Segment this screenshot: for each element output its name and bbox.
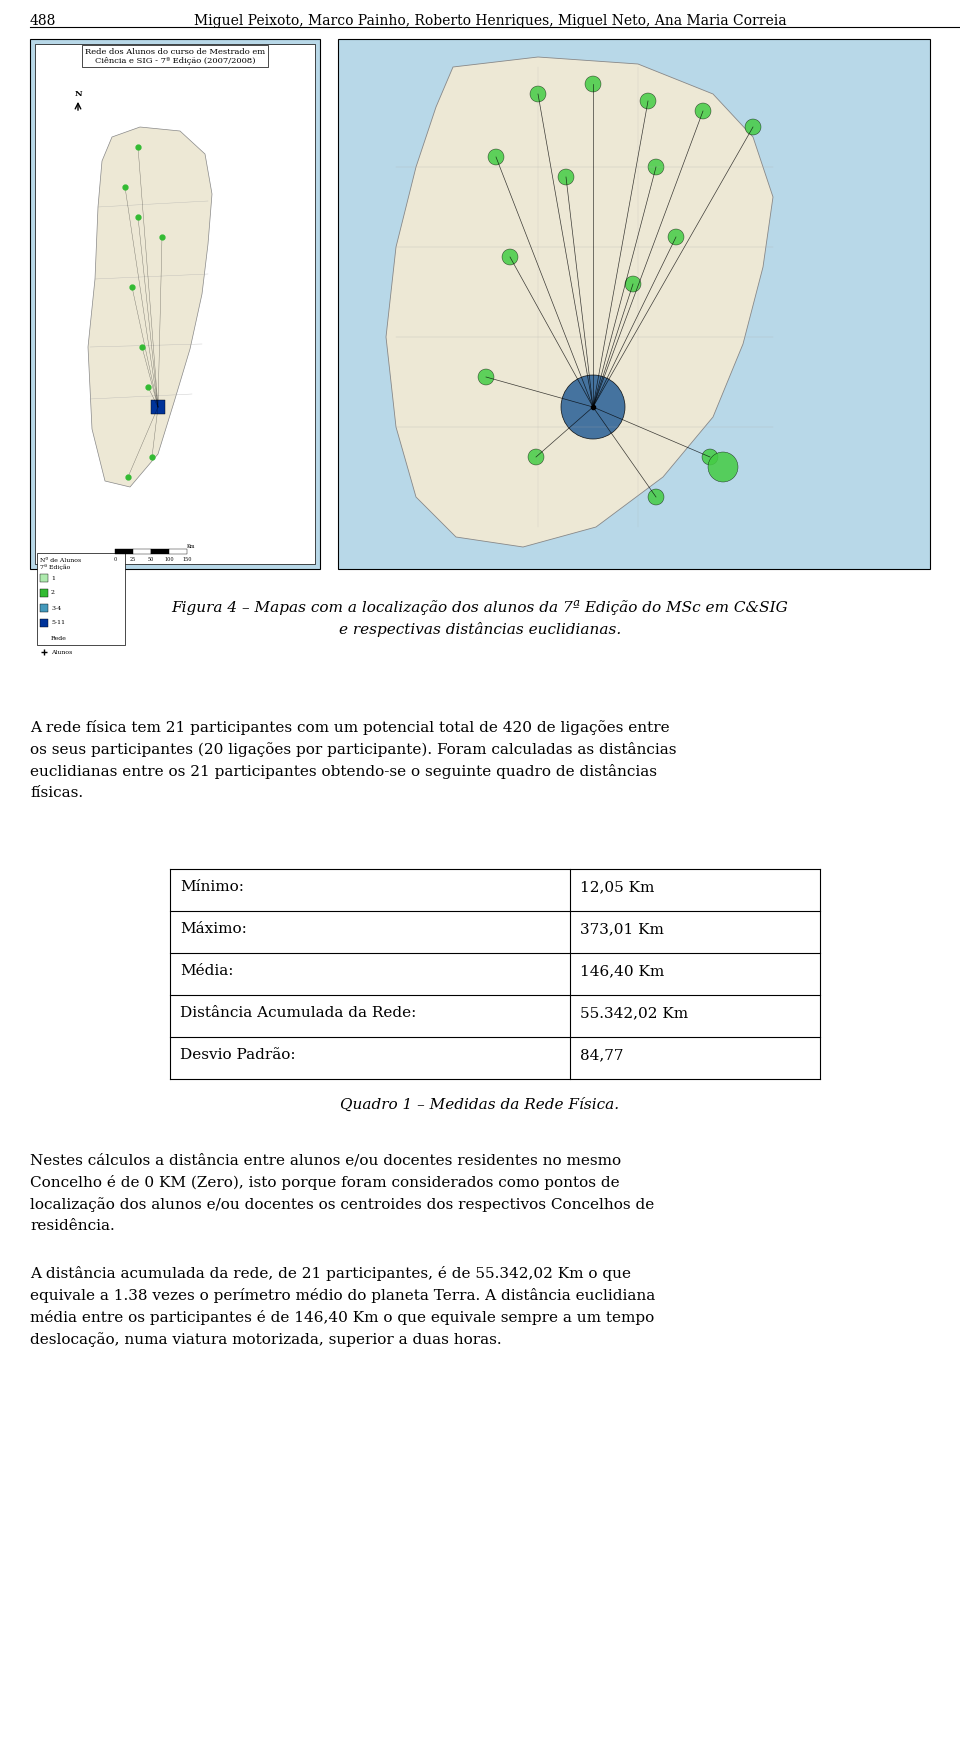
Bar (133, 550, 151, 555)
Text: 146,40 Km: 146,40 Km (580, 963, 664, 977)
Circle shape (585, 77, 601, 93)
Bar (40, 620, 48, 627)
Text: Figura 4 – Mapas com a localização dos alunos da 7ª Edição do MSc em C&SIG: Figura 4 – Mapas com a localização dos a… (172, 599, 788, 615)
Bar (169, 550, 187, 555)
Text: 488: 488 (30, 14, 57, 28)
Bar (151, 550, 169, 555)
Text: Km: Km (187, 543, 196, 548)
Bar (37, 553, 125, 645)
Circle shape (558, 170, 574, 186)
Text: média entre os participantes é de 146,40 Km o que equivale sempre a um tempo: média entre os participantes é de 146,40… (30, 1309, 655, 1325)
Text: Nestes cálculos a distância entre alunos e/ou docentes residentes no mesmo: Nestes cálculos a distância entre alunos… (30, 1153, 621, 1167)
Text: A rede física tem 21 participantes com um potencial total de 420 de ligações ent: A rede física tem 21 participantes com u… (30, 720, 670, 734)
Circle shape (708, 453, 738, 483)
Text: Rede: Rede (51, 634, 67, 640)
Circle shape (528, 450, 544, 466)
Circle shape (702, 450, 718, 466)
Bar (40, 590, 48, 597)
Text: 3-4: 3-4 (51, 604, 61, 610)
Text: Distância Acumulada da Rede:: Distância Acumulada da Rede: (180, 1005, 417, 1019)
Circle shape (668, 230, 684, 246)
Text: 373,01 Km: 373,01 Km (580, 921, 664, 935)
Text: Quadro 1 – Medidas da Rede Física.: Quadro 1 – Medidas da Rede Física. (341, 1098, 619, 1112)
Text: Miguel Peixoto, Marco Painho, Roberto Henriques, Miguel Neto, Ana Maria Correia: Miguel Peixoto, Marco Painho, Roberto He… (194, 14, 786, 28)
Text: deslocação, numa viatura motorizada, superior a duas horas.: deslocação, numa viatura motorizada, sup… (30, 1332, 502, 1346)
Text: 1: 1 (51, 575, 55, 580)
Bar (40, 604, 48, 613)
Bar (40, 575, 48, 583)
Text: Alunos: Alunos (51, 650, 72, 655)
Text: 2: 2 (51, 590, 55, 596)
Text: Rede dos Alunos do curso de Mestrado em
Ciência e SIG - 7ª Edição (2007/2008): Rede dos Alunos do curso de Mestrado em … (84, 47, 265, 65)
Text: 100: 100 (164, 557, 174, 562)
Text: euclidianas entre os 21 participantes obtendo-se o seguinte quadro de distâncias: euclidianas entre os 21 participantes ob… (30, 764, 657, 778)
Circle shape (745, 119, 761, 135)
Circle shape (502, 249, 518, 265)
Circle shape (488, 149, 504, 165)
Bar (35, 46, 315, 564)
Text: 12,05 Km: 12,05 Km (580, 880, 655, 894)
Text: físicas.: físicas. (30, 785, 84, 799)
Text: Máximo:: Máximo: (180, 921, 247, 935)
Circle shape (530, 86, 546, 104)
Text: 0: 0 (113, 557, 116, 562)
Circle shape (625, 278, 641, 293)
Text: equivale a 1.38 vezes o perímetro médio do planeta Terra. A distância euclidiana: equivale a 1.38 vezes o perímetro médio … (30, 1288, 656, 1302)
Circle shape (648, 490, 664, 506)
Text: residência.: residência. (30, 1218, 115, 1232)
Circle shape (695, 104, 711, 119)
Circle shape (640, 93, 656, 111)
Text: Concelho é de 0 KM (Zero), isto porque foram considerados como pontos de: Concelho é de 0 KM (Zero), isto porque f… (30, 1174, 619, 1189)
Circle shape (478, 369, 494, 387)
Text: Desvio Padrão:: Desvio Padrão: (180, 1047, 296, 1061)
Text: 50: 50 (148, 557, 155, 562)
Text: 150: 150 (182, 557, 192, 562)
Bar (151, 401, 165, 415)
Text: Nº de Alunos
7ª Edição: Nº de Alunos 7ª Edição (40, 557, 82, 569)
Circle shape (561, 376, 625, 439)
Text: os seus participantes (20 ligações por participante). Foram calculadas as distân: os seus participantes (20 ligações por p… (30, 741, 677, 757)
Polygon shape (88, 128, 212, 488)
Text: N: N (74, 90, 82, 98)
Text: Mínimo:: Mínimo: (180, 880, 244, 894)
Text: 84,77: 84,77 (580, 1047, 623, 1061)
Text: 55.342,02 Km: 55.342,02 Km (580, 1005, 688, 1019)
Circle shape (648, 160, 664, 176)
Text: 5-11: 5-11 (51, 620, 65, 625)
Text: 25: 25 (130, 557, 136, 562)
Text: localização dos alunos e/ou docentes os centroides dos respectivos Concelhos de: localização dos alunos e/ou docentes os … (30, 1197, 655, 1211)
Bar (115, 550, 133, 555)
Bar (30, 40, 320, 569)
Text: Média:: Média: (180, 963, 233, 977)
Bar (338, 40, 930, 569)
Text: e respectivas distâncias euclidianas.: e respectivas distâncias euclidianas. (339, 622, 621, 636)
Polygon shape (386, 58, 773, 548)
Text: A distância acumulada da rede, de 21 participantes, é de 55.342,02 Km o que: A distância acumulada da rede, de 21 par… (30, 1265, 631, 1281)
